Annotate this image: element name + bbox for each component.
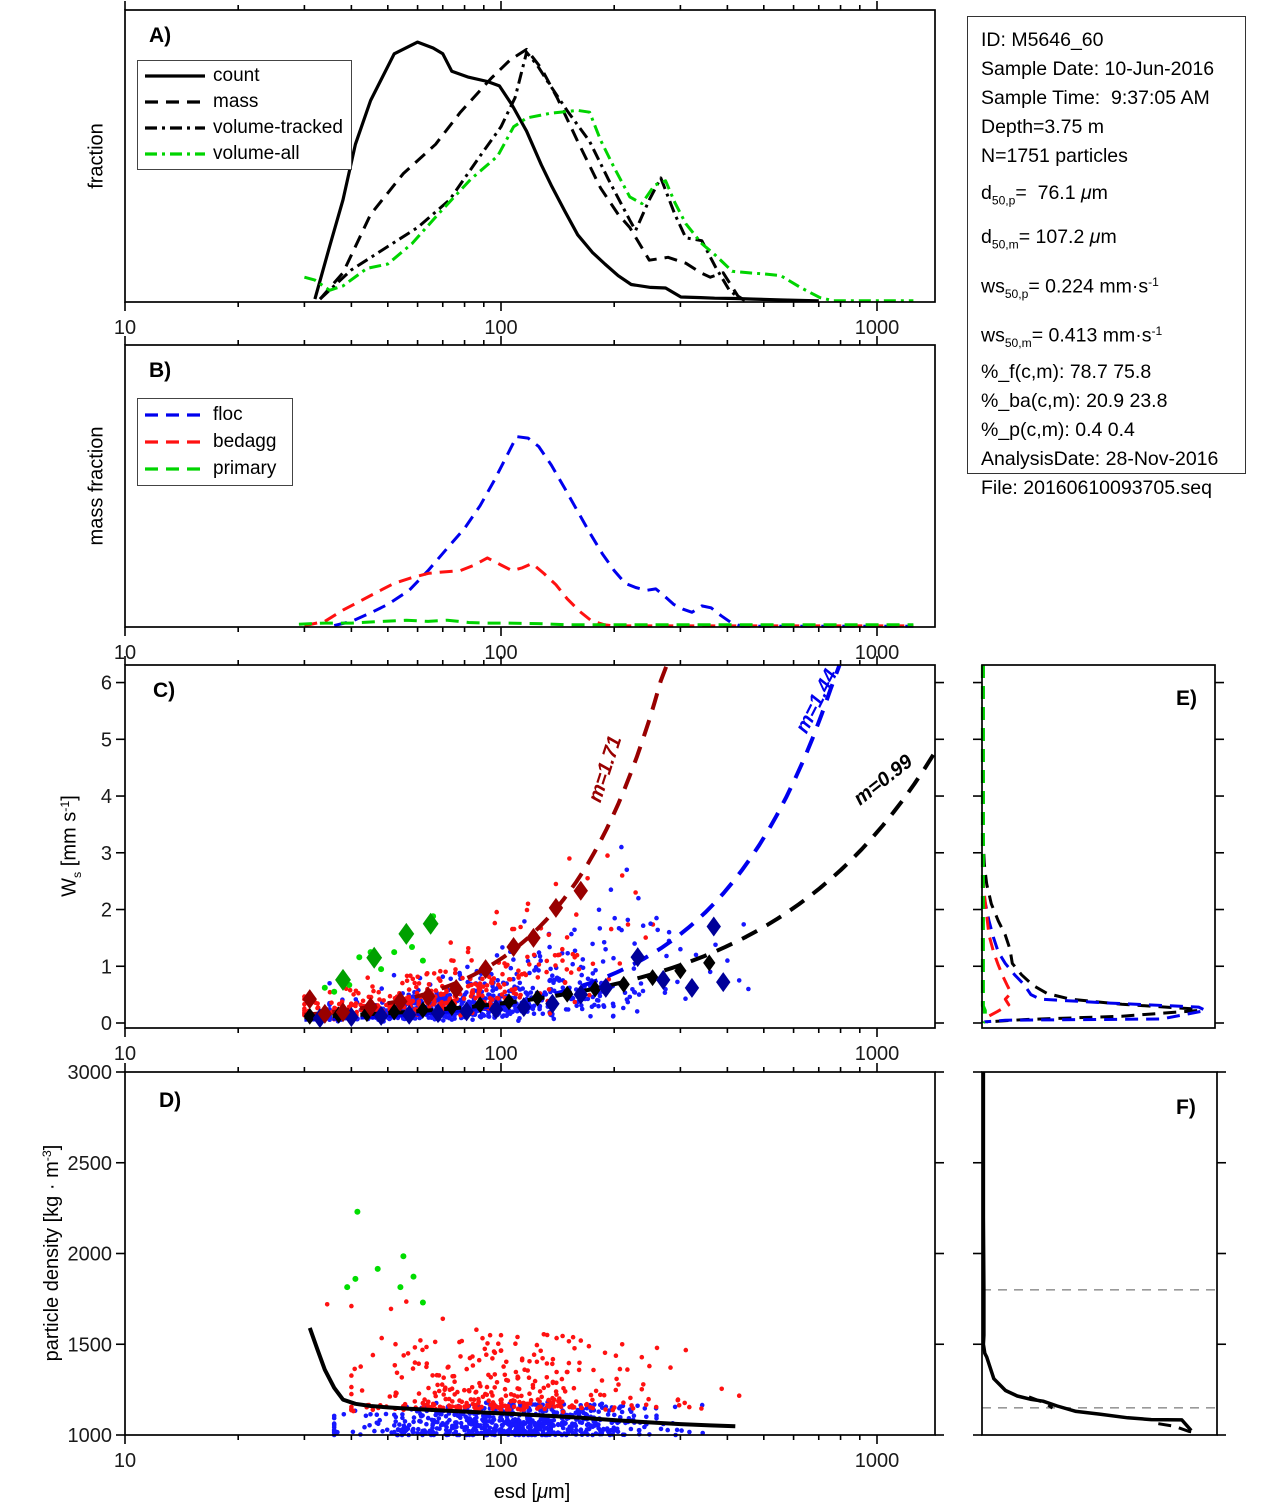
y-tick-label: 5 bbox=[101, 729, 112, 751]
info-box: ID: M5646_60 Sample Date: 10-Jun-2016 Samp… bbox=[967, 16, 1246, 499]
y-tick-label: 2 bbox=[101, 900, 112, 922]
info-line: ID: M5646_60 bbox=[981, 29, 1104, 51]
legend-line-sample bbox=[145, 440, 205, 444]
x-axis-label-esd: esd [μm] bbox=[493, 1481, 571, 1503]
legend-a-item: volume-tracked bbox=[144, 115, 345, 141]
legend-item-label: mass bbox=[213, 91, 259, 112]
legend-item-label: volume-tracked bbox=[213, 117, 343, 138]
x-tick-label: 100 bbox=[484, 642, 517, 664]
legend-line-sample bbox=[145, 152, 205, 156]
y-tick-label: 0 bbox=[101, 1013, 112, 1035]
y-tick-label: 1500 bbox=[68, 1334, 113, 1356]
x-tick-label: 1000 bbox=[855, 317, 900, 339]
panel-e-label: E) bbox=[1176, 687, 1197, 710]
y-tick-label: 6 bbox=[101, 673, 112, 695]
info-line: Depth=3.75 m bbox=[981, 116, 1105, 138]
legend-line-sample bbox=[145, 413, 205, 417]
legend-panel-a: count mass volume-tracked volume-all bbox=[137, 60, 352, 170]
info-line: N=1751 particles bbox=[981, 145, 1128, 167]
y-tick-label: 3 bbox=[101, 843, 112, 865]
info-line: ws50,m= 0.413 mm·s-1 bbox=[981, 323, 1163, 351]
y-tick-label: 1000 bbox=[68, 1425, 113, 1447]
legend-a-item: count bbox=[144, 63, 345, 89]
panel-d-label: D) bbox=[159, 1089, 182, 1112]
y-axis-label-ws: Ws [mm s-1] bbox=[57, 795, 85, 897]
y-tick-label: 2500 bbox=[68, 1153, 113, 1175]
legend-a-item: mass bbox=[144, 89, 345, 115]
legend-item-label: primary bbox=[213, 458, 277, 479]
x-tick-label: 1000 bbox=[855, 642, 900, 664]
legend-a-item: volume-all bbox=[144, 141, 345, 167]
panel-a-label: A) bbox=[149, 24, 172, 47]
legend-line-sample bbox=[145, 100, 205, 104]
panel-e-plot bbox=[973, 664, 1224, 1029]
x-tick-label: 100 bbox=[484, 1043, 517, 1065]
legend-b-item: primary bbox=[144, 456, 286, 482]
panel-c-label: C) bbox=[153, 679, 176, 702]
info-line: Sample Time: 9:37:05 AM bbox=[981, 87, 1210, 109]
legend-item-label: bedagg bbox=[213, 431, 277, 452]
y-axis-label-density: particle density [kg · m-3] bbox=[40, 1144, 63, 1362]
info-line: Sample Date: 10-Jun-2016 bbox=[981, 58, 1215, 80]
x-tick-label: 10 bbox=[114, 1043, 136, 1065]
x-tick-label: 10 bbox=[114, 642, 136, 664]
x-tick-label: 100 bbox=[484, 1450, 517, 1472]
fit-exponent-label: m=1.71 bbox=[584, 733, 626, 805]
x-tick-label: 1000 bbox=[855, 1450, 900, 1472]
y-tick-label: 1 bbox=[101, 956, 112, 978]
y-axis-label-fraction: fraction bbox=[85, 123, 108, 189]
legend-line-sample bbox=[145, 467, 205, 471]
panel-b-label: B) bbox=[149, 359, 172, 382]
info-line: AnalysisDate: 28-Nov-2016 bbox=[981, 448, 1219, 471]
panel-b-plot: 10 100 1000 bbox=[114, 336, 936, 664]
info-line: %_f(c,m): 78.7 75.8 bbox=[981, 361, 1152, 384]
panel-f-label: F) bbox=[1176, 1096, 1196, 1119]
info-line: ws50,p= 0.224 mm·s-1 bbox=[981, 274, 1159, 301]
info-line: d50,p= 76.1 μm bbox=[981, 182, 1108, 208]
x-tick-label: 100 bbox=[484, 317, 517, 339]
legend-item-label: floc bbox=[213, 404, 243, 425]
y-tick-label: 4 bbox=[101, 786, 112, 808]
legend-line-sample bbox=[145, 126, 205, 130]
info-line: d50,m= 107.2 μm bbox=[981, 226, 1117, 252]
legend-b-item: floc bbox=[144, 402, 286, 428]
panel-f-plot bbox=[973, 1071, 1226, 1436]
panel-d-plot: 10 100 1000 1000 1500 2000 2500 3000 bbox=[68, 1062, 944, 1472]
y-tick-label: 2000 bbox=[68, 1244, 113, 1266]
legend-item-label: volume-all bbox=[213, 143, 300, 164]
info-line: %_p(c,m): 0.4 0.4 bbox=[981, 419, 1135, 442]
panel-a-plot: 10 100 1000 bbox=[114, 1, 936, 339]
info-line: File: 20160610093705.seq bbox=[981, 477, 1212, 500]
fit-exponent-label: m=0.99 bbox=[850, 750, 918, 810]
y-axis-label-mass-fraction: mass fraction bbox=[85, 426, 108, 546]
legend-line-sample bbox=[145, 74, 205, 78]
legend-panel-b: floc bedagg primary bbox=[137, 398, 293, 486]
x-tick-label: 1000 bbox=[855, 1043, 900, 1065]
legend-b-item: bedagg bbox=[144, 429, 286, 455]
x-tick-label: 10 bbox=[114, 317, 136, 339]
x-tick-label: 10 bbox=[114, 1450, 136, 1472]
legend-item-label: count bbox=[213, 65, 260, 86]
info-line: %_ba(c,m): 20.9 23.8 bbox=[981, 390, 1168, 413]
y-tick-label: 3000 bbox=[68, 1062, 113, 1084]
